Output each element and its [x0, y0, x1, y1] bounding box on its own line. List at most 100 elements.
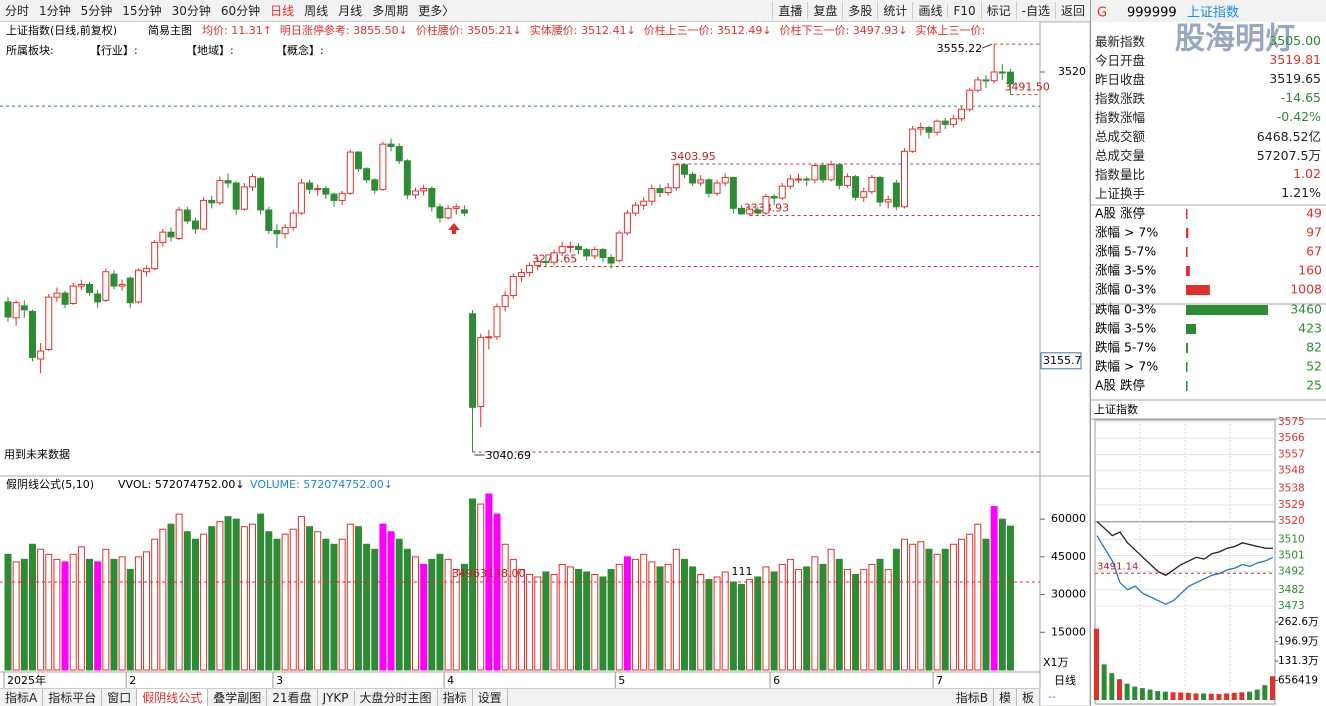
y-tick-label: 30000	[1051, 588, 1086, 601]
quote-label: 总成交额	[1095, 129, 1146, 144]
candle-body	[526, 264, 534, 274]
candle-body	[786, 178, 794, 187]
volume-bar	[493, 513, 501, 671]
chart-subtitle: 简易主图	[148, 23, 192, 37]
intraday-volume-bar	[1124, 683, 1130, 700]
volume-bar	[232, 518, 240, 671]
candle-body	[713, 182, 721, 194]
tool-button[interactable]: 统计	[877, 2, 912, 19]
intraday-volume-bar	[1132, 686, 1138, 700]
candle-body	[403, 160, 411, 196]
volume-bar	[558, 563, 566, 671]
y-tick-label: 3575	[1278, 416, 1305, 428]
bottom-tab[interactable]: 叠学副图	[208, 689, 268, 706]
bottom-tab[interactable]: 模	[994, 689, 1017, 706]
y-tick-label: 3473	[1278, 600, 1305, 612]
bottom-tab[interactable]: 指标A	[0, 689, 44, 706]
bottom-tab[interactable]: 大盘分时主图	[355, 689, 438, 706]
period-tab[interactable]: 多周期	[372, 4, 409, 18]
candle-body	[330, 193, 338, 201]
quote-value: 3505.00	[1269, 33, 1321, 48]
tool-button[interactable]: 返回	[1054, 2, 1090, 19]
candle-body	[860, 191, 868, 198]
volume-bar	[281, 533, 289, 671]
tool-button[interactable]: 标记	[980, 2, 1016, 19]
bottom-tab[interactable]: 设置	[473, 689, 508, 706]
volume-bar	[721, 571, 729, 671]
candle-body	[550, 252, 558, 263]
volume-bar	[240, 526, 248, 671]
y-tick-label: 131.3万	[1278, 655, 1319, 667]
period-tab[interactable]: 15分钟	[122, 4, 162, 18]
tool-button[interactable]: 多股	[842, 2, 877, 19]
period-tab[interactable]: 5分钟	[80, 4, 113, 18]
tool-button[interactable]: -自选	[1015, 2, 1055, 19]
quote-label: 昨日收盘	[1095, 72, 1146, 87]
bottom-tab[interactable]: 指标B	[951, 689, 994, 706]
volume-bar	[729, 581, 737, 671]
tool-button[interactable]: F10	[947, 3, 980, 18]
quote-row: 昨日收盘 3519.65	[1095, 69, 1321, 88]
candle-body	[338, 192, 346, 201]
period-tab[interactable]: 更多〉	[418, 4, 455, 18]
period-tab[interactable]: 1分钟	[39, 4, 71, 18]
candle-body	[208, 199, 216, 204]
candle-body	[746, 208, 754, 215]
period-tab[interactable]: 60分钟	[220, 4, 261, 18]
intraday-title: 上证指数	[1094, 402, 1138, 416]
bottom-tab[interactable]: JYKP	[318, 690, 355, 705]
candle-body	[933, 120, 941, 133]
breadth-value: 1008	[1290, 282, 1322, 297]
quote-label: 指数涨跌	[1095, 91, 1146, 106]
volume-bar	[509, 558, 517, 671]
volume-bar	[314, 531, 322, 671]
candle-body	[754, 209, 762, 214]
bottom-tab[interactable]: 板	[1017, 689, 1040, 706]
tool-button[interactable]: 直播	[772, 2, 807, 19]
candle-body	[876, 176, 884, 203]
breadth-bar	[1186, 209, 1188, 219]
tool-button[interactable]: 画线	[912, 2, 947, 19]
bottom-tab[interactable]: 指标	[438, 689, 473, 706]
volume-bar	[86, 558, 93, 671]
volume-bar	[770, 571, 778, 671]
candle-body	[77, 283, 85, 287]
quote-row: 指数涨跌 -14.65	[1095, 88, 1321, 107]
breadth-label: 跌幅 5-7%	[1095, 340, 1156, 355]
candle-body	[982, 79, 990, 82]
candle-body	[583, 249, 591, 257]
tool-button[interactable]: 复盘	[807, 2, 842, 19]
indicator: 价柱上三一价: 3512.49↓	[644, 23, 772, 37]
candle-body	[102, 271, 110, 301]
volume-bar	[786, 558, 794, 671]
bottom-tab[interactable]: 指标平台	[43, 689, 103, 706]
candle-body	[868, 176, 876, 193]
breadth-label: 涨幅 0-3%	[1095, 282, 1156, 297]
volume-bar	[143, 551, 151, 671]
volume-bar	[403, 548, 411, 671]
volume-bar	[689, 566, 697, 671]
quote-label: 最新指数	[1095, 34, 1146, 49]
period-tab[interactable]: 分时	[5, 4, 30, 18]
period-tab[interactable]: 月线	[338, 4, 363, 18]
quote-row: 指数量比 1.02	[1095, 164, 1321, 183]
volume-bar	[664, 563, 672, 671]
bottom-tab[interactable]: 21看盘	[267, 689, 318, 706]
period-tab[interactable]: 日线	[270, 4, 295, 18]
candle-body	[86, 283, 93, 293]
candle-body	[949, 118, 957, 125]
bottom-tab[interactable]: 假阴线公式	[137, 689, 209, 706]
volume-bar	[990, 506, 998, 671]
volume-bar	[395, 538, 403, 671]
chart-title: 上证指数(日线,前复权)	[6, 23, 117, 37]
volume-bar	[713, 576, 721, 671]
quote-value: 1.02	[1293, 166, 1321, 181]
volume-bar	[884, 568, 892, 671]
volume-bar	[656, 566, 664, 671]
quote-label: 今日开盘	[1095, 53, 1146, 68]
period-tab[interactable]: 周线	[304, 4, 329, 18]
bottom-tab[interactable]: 窗口	[102, 689, 138, 706]
volume-bar	[542, 571, 550, 671]
period-tab[interactable]: 30分钟	[171, 4, 211, 18]
volume-legend: VVOL: 572074752.00↓	[118, 478, 245, 491]
